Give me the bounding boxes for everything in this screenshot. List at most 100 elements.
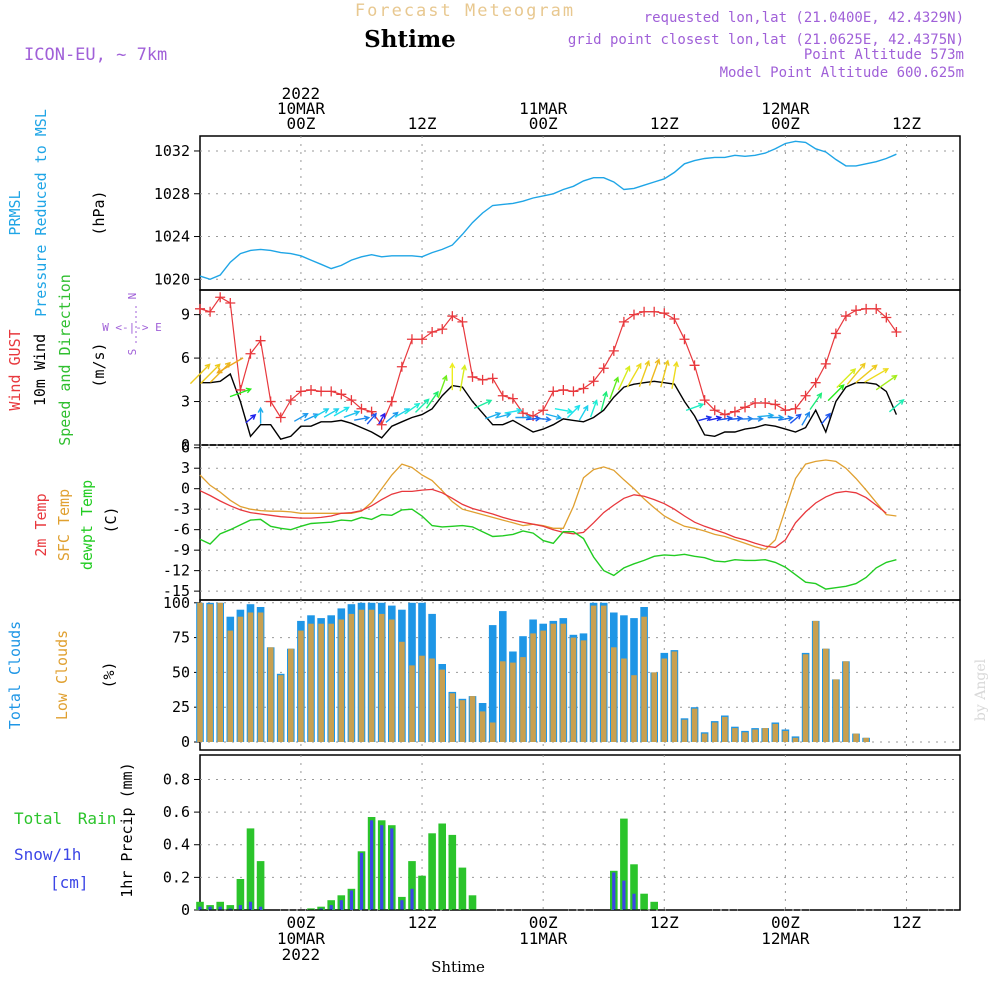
- precip-panel-frame: [199, 754, 961, 911]
- bottom-location: Shtime: [431, 958, 485, 976]
- low-cloud-bar: [368, 609, 375, 742]
- gust-marker: [467, 371, 478, 382]
- temp-tick-label: -6: [172, 521, 190, 539]
- rain-bar: [468, 895, 477, 910]
- low-cloud-bar: [308, 623, 314, 742]
- precip-bars: [196, 817, 658, 910]
- temp-tick-label: -9: [172, 541, 190, 559]
- snow-bar: [349, 890, 353, 910]
- gust-marker: [386, 396, 397, 407]
- total-clouds-label: Total Clouds: [6, 621, 24, 729]
- watermark: by Angel: [973, 658, 989, 721]
- gust-marker: [729, 406, 740, 417]
- wind-gust-line: [199, 296, 897, 426]
- gust-marker: [770, 399, 781, 410]
- snow-bar: [228, 908, 232, 910]
- snow-bar: [400, 900, 404, 910]
- low-cloud-bar: [651, 672, 657, 742]
- wind-arrow: [333, 406, 350, 417]
- gust-marker: [195, 303, 205, 314]
- wind-arrow: [415, 398, 430, 413]
- info-point-altitude: Point Altitude 573m: [804, 47, 964, 63]
- low-cloud-bar: [772, 723, 779, 742]
- low-cloud-bar: [378, 613, 385, 742]
- rain-bar: [216, 901, 224, 910]
- gust-marker: [608, 345, 619, 356]
- low-cloud-bar: [389, 619, 395, 742]
- rain-label: Total Rain: [14, 809, 116, 828]
- snow-bar: [380, 825, 384, 910]
- snow-bar: [329, 905, 333, 910]
- gust-marker: [447, 311, 458, 322]
- wind-arrow: [485, 411, 502, 420]
- low-cloud-bar: [348, 613, 355, 742]
- top-time-text: 12Z: [892, 114, 921, 133]
- gust-marker: [679, 334, 690, 345]
- wind-direction-label: Speed and Direction: [56, 274, 74, 446]
- gust-marker: [871, 303, 882, 314]
- pressure-tick-label: 1032: [154, 142, 190, 160]
- compass-icon: N W <-|-> E S: [102, 293, 162, 356]
- gust-marker: [326, 386, 337, 397]
- low-cloud-bar: [409, 665, 415, 742]
- rain-bar: [226, 905, 235, 910]
- wind-arrow: [245, 413, 257, 424]
- temp-tick-label: 6: [181, 439, 190, 457]
- low-cloud-bar: [479, 711, 486, 742]
- wind-tick-label: 6: [181, 349, 190, 367]
- rain-bar: [236, 879, 245, 910]
- snow-bar: [218, 906, 222, 910]
- low-cloud-bar: [247, 612, 254, 742]
- low-cloud-bar: [812, 620, 819, 742]
- gust-marker: [588, 376, 599, 387]
- sfc-temp-line: [199, 459, 897, 551]
- gust-marker: [719, 409, 730, 420]
- wind-arrow: [459, 364, 467, 392]
- rain-bar: [317, 906, 325, 910]
- snow-bar: [410, 888, 414, 910]
- low-cloud-bar: [439, 669, 445, 742]
- snow-bar: [632, 893, 636, 910]
- cloud-bars: [196, 602, 870, 742]
- wind-arrow: [343, 410, 361, 418]
- compass-s: S: [126, 349, 139, 356]
- snow-bar: [259, 906, 263, 910]
- bottom-time-text: 00Z: [529, 913, 558, 932]
- wind-arrow: [535, 416, 552, 423]
- top-time-label: 12Z: [408, 114, 437, 133]
- low-cloud-bar: [742, 732, 748, 742]
- wind-tick-label: 0: [181, 436, 190, 454]
- low-cloud-bar: [520, 657, 526, 742]
- pressure-panel-frame: [199, 135, 961, 291]
- rain-bar: [630, 864, 638, 910]
- gust-marker: [517, 408, 528, 419]
- gust-marker: [709, 405, 720, 416]
- precip-tick-label: 0.6: [163, 803, 190, 821]
- gust-marker: [538, 405, 549, 416]
- compass-we: W <-|-> E: [102, 321, 162, 334]
- top-time-label: 12Z: [650, 114, 679, 133]
- precip-ylabel: 1hr Precip (mm): [118, 762, 136, 897]
- low-cloud-bar: [580, 640, 587, 742]
- wind-arrow: [425, 390, 439, 409]
- gust-marker: [881, 312, 892, 323]
- gust-marker: [548, 386, 559, 397]
- wind-arrow: [767, 414, 785, 421]
- wind-arrow: [836, 368, 857, 389]
- wind-arrows: [189, 357, 905, 426]
- wind-arrow: [354, 415, 371, 422]
- wind-arrow: [216, 357, 244, 374]
- low-cloud-bar: [217, 602, 223, 742]
- low-cloud-bar: [701, 733, 708, 742]
- gust-marker: [336, 389, 347, 400]
- rain-bar: [640, 893, 648, 910]
- low-cloud-bar: [691, 708, 698, 742]
- bottom-time-text: 11MAR: [519, 929, 568, 948]
- low-cloud-bar: [338, 619, 345, 742]
- info-grid: grid point closest lon,lat (21.0625E, 42…: [568, 32, 964, 48]
- low-clouds-label: Low Clouds: [53, 630, 71, 720]
- pressure-tick-label: 1020: [154, 270, 190, 288]
- precip-tick-label: 0: [181, 901, 190, 919]
- temp-unit: (C): [102, 506, 120, 533]
